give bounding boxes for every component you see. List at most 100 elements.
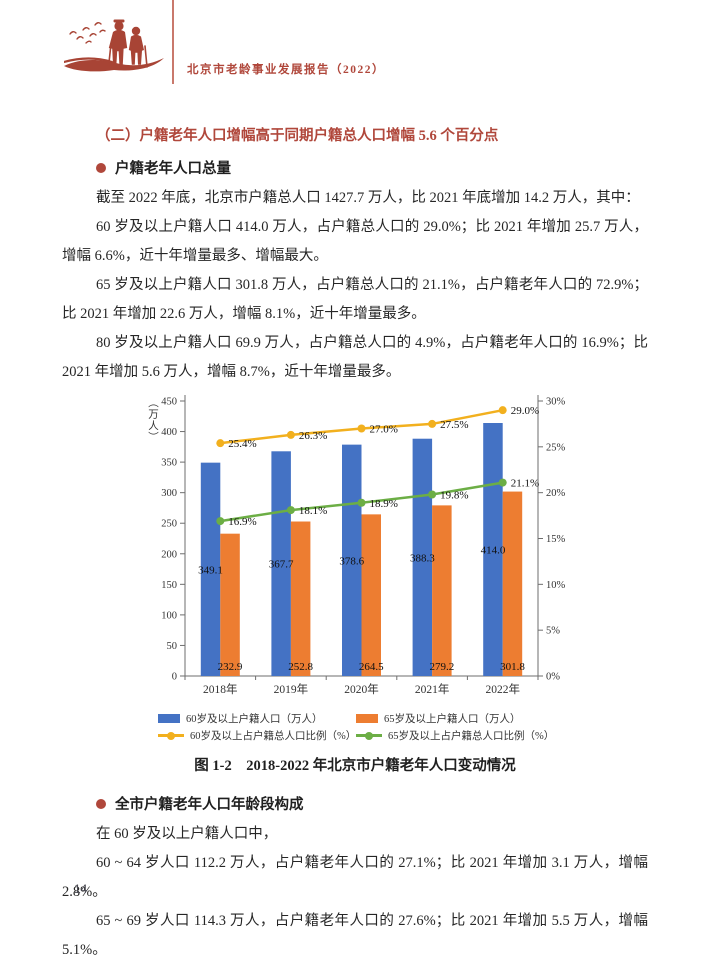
legend-item-2: 60岁及以上占户籍总人口比例（%） [158,728,356,743]
bar-value-label: 264.5 [359,661,384,673]
bar-1-2022年 [502,491,523,676]
legend-item-1: 65岁及以上户籍人口（万人） [356,711,521,726]
left-axis-tick-label: 450 [161,397,177,408]
bar-value-label: 388.3 [410,552,435,564]
right-axis-tick-label: 15% [546,534,566,545]
line-marker-icon [428,419,437,428]
line-marker-icon [357,424,366,433]
line-value-label: 26.3% [299,430,327,442]
bar-1-2020年 [361,514,381,676]
header-divider [172,0,174,84]
bar-value-label: 367.7 [269,559,294,571]
left-axis-tick-label: 300 [161,488,177,499]
paragraph: 65 ~ 69 岁人口 114.3 万人，占户籍老年人口的 27.6%；比 20… [62,913,648,956]
line-marker-icon [216,517,225,526]
legend-line-swatch-icon [158,731,184,740]
bar-value-label: 232.9 [218,661,243,673]
line-value-label: 29.0% [511,405,539,417]
paragraph: 80 岁及以上户籍人口 69.9 万人，占户籍总人口的 4.9%，占户籍老年人口… [62,335,648,380]
paragraph-group-2: 在 60 岁及以上户籍人口中， 60 ~ 64 岁人口 112.2 万人，占户籍… [62,820,648,956]
category-label: 2021年 [415,682,450,696]
line-value-label: 19.8% [440,490,468,502]
line-value-label: 27.5% [440,419,468,431]
legend-item-3: 65岁及以上占户籍总人口比例（%） [356,728,554,743]
bar-0-2019年 [271,451,291,676]
population-figure: 0 50 100 150 200 250 300 350 400 450 0% 5% 10% 15% 20%… [140,389,610,744]
page-number: 14 [74,882,88,896]
bar-1-2019年 [290,521,311,676]
legend-item-0: 60岁及以上户籍人口（万人） [158,711,356,726]
elderly-couple-logo-icon [64,19,164,72]
left-axis-tick-label: 150 [161,580,177,591]
legend-label: 60岁及以上占户籍总人口比例（%） [190,731,357,742]
left-axis-tick-label: 50 [167,641,178,652]
bullet-label: 全市户籍老年人口年龄段构成 [115,797,304,813]
section-heading: （二）户籍老年人口增幅高于同期户籍总人口增幅 5.6 个百分点 [96,128,499,144]
line-marker-icon [428,490,437,499]
left-axis-tick-label: 350 [161,458,177,469]
category-label: 2020年 [344,682,379,696]
bar-value-label: 252.8 [288,661,313,673]
bar-0-2018年 [200,462,221,676]
bar-value-label: 414.0 [481,545,506,557]
line-marker-icon [498,478,507,487]
left-axis-tick-label: 200 [161,549,177,560]
paragraph: 在 60 岁及以上户籍人口中， [96,826,278,842]
page-content: （二）户籍老年人口增幅高于同期户籍总人口增幅 5.6 个百分点 户籍老年人口总量… [0,124,710,956]
left-axis-tick-label: 400 [161,427,177,438]
population-chart: 0 50 100 150 200 250 300 350 400 450 0% 5% 10% 15% 20%… [161,395,566,696]
bar-1-2018年 [220,533,240,676]
right-axis-tick-label: 0% [546,672,560,683]
legend-label: 65岁及以上户籍人口（万人） [384,714,521,725]
category-label: 2022年 [485,682,520,696]
paragraph: 截至 2022 年底，北京市户籍总人口 1427.7 万人，比 2021 年底增… [96,190,640,206]
bar-value-label: 301.8 [500,661,525,673]
bar-value-label: 279.2 [429,661,454,673]
legend-bar-swatch-icon [356,714,378,723]
left-axis-tick-label: 0 [172,672,177,683]
paragraph-group-1: 截至 2022 年底，北京市户籍总人口 1427.7 万人，比 2021 年底增… [62,184,648,387]
paragraph: 60 岁及以上户籍人口 414.0 万人，占户籍总人口的 29.0%；比 202… [62,219,648,264]
line-value-label: 21.1% [511,478,539,490]
report-title: 北京市老龄事业发展报告（2022） [187,64,385,76]
line-value-label: 25.4% [228,438,256,450]
legend-label: 60岁及以上户籍人口（万人） [186,714,323,725]
legend-line-swatch-icon [356,731,382,740]
category-label: 2018年 [203,682,238,696]
line-value-label: 18.1% [299,505,327,517]
right-axis-tick-label: 30% [546,397,566,408]
legend-row: 60岁及以上户籍人口（万人） 65岁及以上户籍人口（万人） [158,710,610,727]
line-marker-icon [286,506,295,515]
bar-0-2021年 [412,438,433,676]
right-axis-tick-label: 10% [546,580,566,591]
line-value-label: 18.9% [370,498,398,510]
right-axis-tick-label: 20% [546,488,566,499]
paragraph: 60 ~ 64 岁人口 112.2 万人，占户籍老年人口的 27.1%；比 20… [62,855,648,900]
line-marker-icon [498,406,507,415]
legend-label: 65岁及以上占户籍总人口比例（%） [388,731,555,742]
bar-1-2021年 [432,505,452,676]
bullet-dot-icon [96,798,106,809]
bullet-label: 户籍老年人口总量 [115,161,231,177]
chart-legend: 60岁及以上户籍人口（万人） 65岁及以上户籍人口（万人） 60岁及以上占户籍总人口… [158,710,610,744]
bullet-dot-icon [96,162,106,173]
line-value-label: 16.9% [228,516,256,528]
right-axis-tick-label: 5% [546,626,560,637]
left-axis-unit-label: （万人） [147,397,158,443]
bar-value-label: 378.6 [339,555,364,567]
left-axis-tick-label: 250 [161,519,177,530]
bullet-item-age-structure: 全市户籍老年人口年龄段构成 [62,793,648,814]
figure-caption: 图 1-2 2018-2022 年北京市户籍老年人口变动情况 [194,758,516,774]
bar-value-label: 349.1 [198,564,223,576]
line-marker-icon [357,498,366,507]
page-header: 北京市老龄事业发展报告（2022） [0,0,710,86]
legend-bar-swatch-icon [158,714,180,723]
paragraph: 65 岁及以上户籍人口 301.8 万人，占户籍总人口的 21.1%，占户籍老年… [62,277,648,322]
line-value-label: 27.0% [370,424,398,436]
bullet-item-elderly-total: 户籍老年人口总量 [62,157,648,178]
right-axis-tick-label: 25% [546,442,566,453]
line-marker-icon [286,430,295,439]
left-axis-tick-label: 100 [161,610,177,621]
line-marker-icon [216,439,225,448]
